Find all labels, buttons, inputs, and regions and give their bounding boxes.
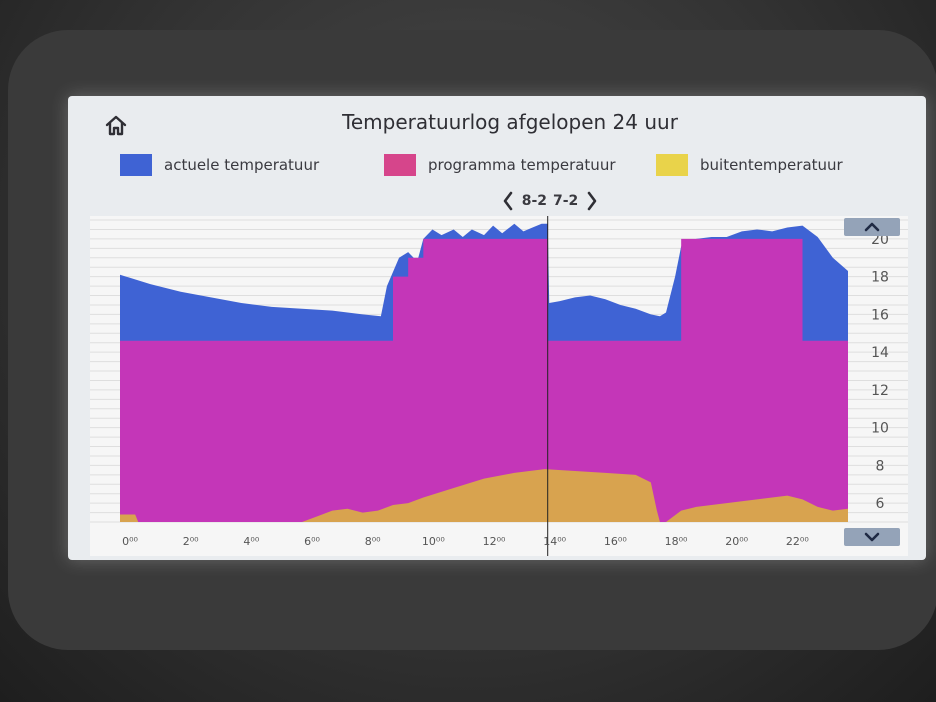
scroll-down-button[interactable] bbox=[844, 528, 900, 546]
next-day-button[interactable] bbox=[584, 189, 600, 213]
home-icon bbox=[105, 115, 127, 136]
y-tick-label: 10 bbox=[871, 421, 889, 437]
chevron-right-icon bbox=[587, 191, 597, 211]
legend-label-actual: actuele temperatuur bbox=[164, 156, 320, 174]
chevron-down-icon bbox=[864, 532, 880, 542]
legend-swatch-program bbox=[384, 154, 416, 176]
chevron-up-icon bbox=[864, 222, 880, 232]
x-tick-label: 20⁰⁰ bbox=[725, 535, 748, 548]
page-title: Temperatuurlog afgelopen 24 uur bbox=[342, 110, 678, 134]
legend-label-outside: buitentemperatuur bbox=[700, 156, 843, 174]
y-tick-label: 14 bbox=[871, 345, 889, 361]
date-prev-label: 8-2 bbox=[521, 193, 547, 209]
x-tick-label: 2⁰⁰ bbox=[183, 535, 199, 548]
x-tick-label: 18⁰⁰ bbox=[665, 535, 688, 548]
y-tick-label: 8 bbox=[876, 458, 885, 474]
x-tick-label: 12⁰⁰ bbox=[483, 535, 506, 548]
chevron-left-icon bbox=[503, 191, 513, 211]
scroll-up-button[interactable] bbox=[844, 218, 900, 236]
legend-actual: actuele temperatuur bbox=[120, 152, 319, 178]
legend-swatch-actual bbox=[120, 154, 152, 176]
x-tick-label: 22⁰⁰ bbox=[786, 535, 809, 548]
x-tick-label: 16⁰⁰ bbox=[604, 535, 627, 548]
date-navigation: 8-2 7-2 bbox=[490, 186, 610, 216]
x-tick-label: 14⁰⁰ bbox=[543, 535, 566, 548]
y-tick-label: 6 bbox=[876, 496, 885, 512]
area-outside-temperature bbox=[120, 469, 848, 522]
x-tick-label: 8⁰⁰ bbox=[365, 535, 381, 548]
y-tick-label: 18 bbox=[871, 270, 889, 286]
x-tick-label: 4⁰⁰ bbox=[243, 535, 259, 548]
legend-swatch-outside bbox=[656, 154, 688, 176]
x-tick-label: 6⁰⁰ bbox=[304, 535, 320, 548]
legend-program: programma temperatuur bbox=[384, 152, 616, 178]
series-areas bbox=[120, 223, 848, 522]
date-next-label: 7-2 bbox=[553, 193, 579, 209]
y-tick-label: 16 bbox=[871, 307, 889, 323]
x-tick-label: 0⁰⁰ bbox=[122, 535, 138, 548]
area-program-temperature bbox=[120, 238, 848, 522]
y-tick-label: 12 bbox=[871, 383, 889, 399]
prev-day-button[interactable] bbox=[500, 189, 516, 213]
x-tick-label: 10⁰⁰ bbox=[422, 535, 445, 548]
legend-outside: buitentemperatuur bbox=[656, 152, 843, 178]
home-button[interactable] bbox=[102, 112, 130, 138]
legend-label-program: programma temperatuur bbox=[428, 156, 616, 174]
